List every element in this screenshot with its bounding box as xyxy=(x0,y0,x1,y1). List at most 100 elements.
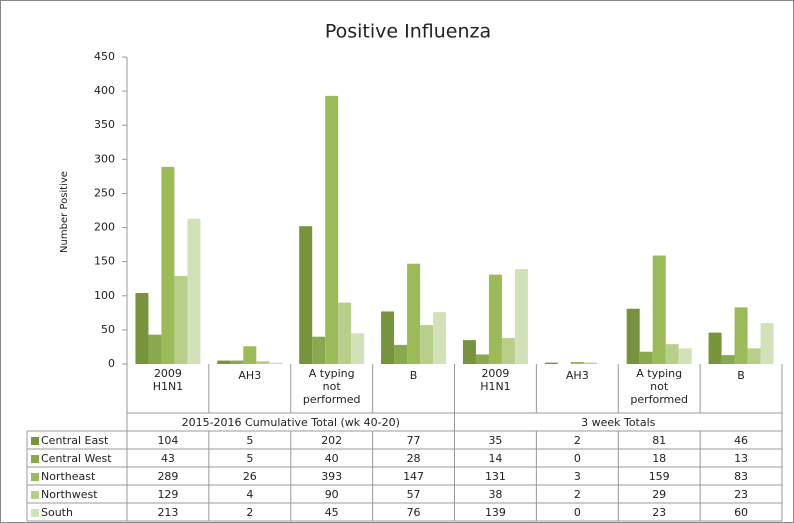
table-value: 23 xyxy=(734,488,748,501)
table-value: 139 xyxy=(485,506,506,519)
table-value: 5 xyxy=(246,434,253,447)
bar xyxy=(652,255,666,364)
bar xyxy=(708,332,722,364)
y-tick-label: 300 xyxy=(94,152,115,165)
legend-label: Northwest xyxy=(41,488,98,501)
y-tick-label: 50 xyxy=(101,323,115,336)
bar xyxy=(312,336,326,364)
legend-swatch xyxy=(31,491,39,499)
table-value: 40 xyxy=(325,452,339,465)
bar xyxy=(269,362,283,364)
bar xyxy=(501,338,515,364)
chart-title: Positive Influenza xyxy=(325,21,491,43)
legend-label: South xyxy=(41,506,73,519)
bar xyxy=(338,302,352,364)
bar xyxy=(678,348,692,364)
x-tick-label: 2009 H1N1 xyxy=(153,367,184,393)
x-tick-label: 2009 H1N1 xyxy=(480,367,511,393)
x-tick-label: A typing not performed xyxy=(303,367,361,406)
legend-swatch xyxy=(31,437,39,445)
bar xyxy=(394,344,408,364)
bar xyxy=(626,308,640,364)
bar xyxy=(299,226,313,364)
bar xyxy=(721,355,735,364)
table-value: 159 xyxy=(649,470,670,483)
bar xyxy=(187,218,201,364)
table-value: 29 xyxy=(652,488,666,501)
table-value: 5 xyxy=(246,452,253,465)
table-value: 45 xyxy=(325,506,339,519)
table-value: 76 xyxy=(407,506,421,519)
table-value: 0 xyxy=(574,452,581,465)
y-tick-label: 0 xyxy=(108,357,115,370)
bar xyxy=(351,333,365,364)
y-tick-label: 450 xyxy=(94,50,115,63)
x-tick-label: AH3 xyxy=(238,369,261,382)
y-axis-label: Number Positive xyxy=(59,171,70,253)
x-tick-label: A typing not performed xyxy=(630,367,688,406)
bar xyxy=(488,274,502,364)
table-value: 26 xyxy=(243,470,257,483)
table-value: 2 xyxy=(574,434,581,447)
y-tick-label: 200 xyxy=(94,221,115,234)
x-tick-label: B xyxy=(737,369,745,382)
y-tick-label: 100 xyxy=(94,289,115,302)
legend-swatch xyxy=(31,473,39,481)
table-value: 57 xyxy=(407,488,421,501)
table-value: 43 xyxy=(161,452,175,465)
table-value: 81 xyxy=(652,434,666,447)
table-value: 28 xyxy=(407,452,421,465)
group-label: 3 week Totals xyxy=(581,416,656,429)
bar xyxy=(570,361,584,364)
bar xyxy=(161,166,175,364)
table-value: 13 xyxy=(734,452,748,465)
bar xyxy=(256,361,270,364)
bar xyxy=(544,362,558,364)
table-value: 104 xyxy=(157,434,178,447)
legend-swatch xyxy=(31,509,39,517)
table-value: 23 xyxy=(652,506,666,519)
bar xyxy=(665,344,679,364)
bar xyxy=(217,360,231,364)
bar xyxy=(639,351,653,364)
table-value: 213 xyxy=(157,506,178,519)
bar xyxy=(243,346,257,364)
table-value: 2 xyxy=(574,488,581,501)
table-value: 46 xyxy=(734,434,748,447)
bar xyxy=(475,354,489,364)
group-label: 2015-2016 Cumulative Total (wk 40-20) xyxy=(182,416,400,429)
bar xyxy=(734,307,748,364)
legend-label: Northeast xyxy=(41,470,96,483)
x-tick-label: B xyxy=(410,369,418,382)
table-value: 147 xyxy=(403,470,424,483)
table-value: 18 xyxy=(652,452,666,465)
bar xyxy=(514,269,528,364)
bar xyxy=(230,360,244,364)
legend-label: Central West xyxy=(41,452,112,465)
bar xyxy=(381,311,395,364)
legend-swatch xyxy=(31,455,39,463)
table-value: 14 xyxy=(488,452,502,465)
y-tick-label: 250 xyxy=(94,186,115,199)
y-tick-label: 350 xyxy=(94,118,115,131)
bar xyxy=(760,323,774,364)
table-value: 289 xyxy=(157,470,178,483)
y-tick-label: 400 xyxy=(94,84,115,97)
table-value: 2 xyxy=(246,506,253,519)
bar xyxy=(148,334,162,364)
bar xyxy=(433,312,447,364)
table-value: 83 xyxy=(734,470,748,483)
bar xyxy=(583,362,597,364)
bar xyxy=(462,340,476,364)
table-value: 131 xyxy=(485,470,506,483)
table-value: 77 xyxy=(407,434,421,447)
table-value: 202 xyxy=(321,434,342,447)
table-value: 38 xyxy=(488,488,502,501)
bar xyxy=(407,263,421,364)
bar xyxy=(420,325,434,364)
bar xyxy=(174,275,188,364)
x-tick-label: AH3 xyxy=(566,369,589,382)
table-value: 4 xyxy=(246,488,253,501)
